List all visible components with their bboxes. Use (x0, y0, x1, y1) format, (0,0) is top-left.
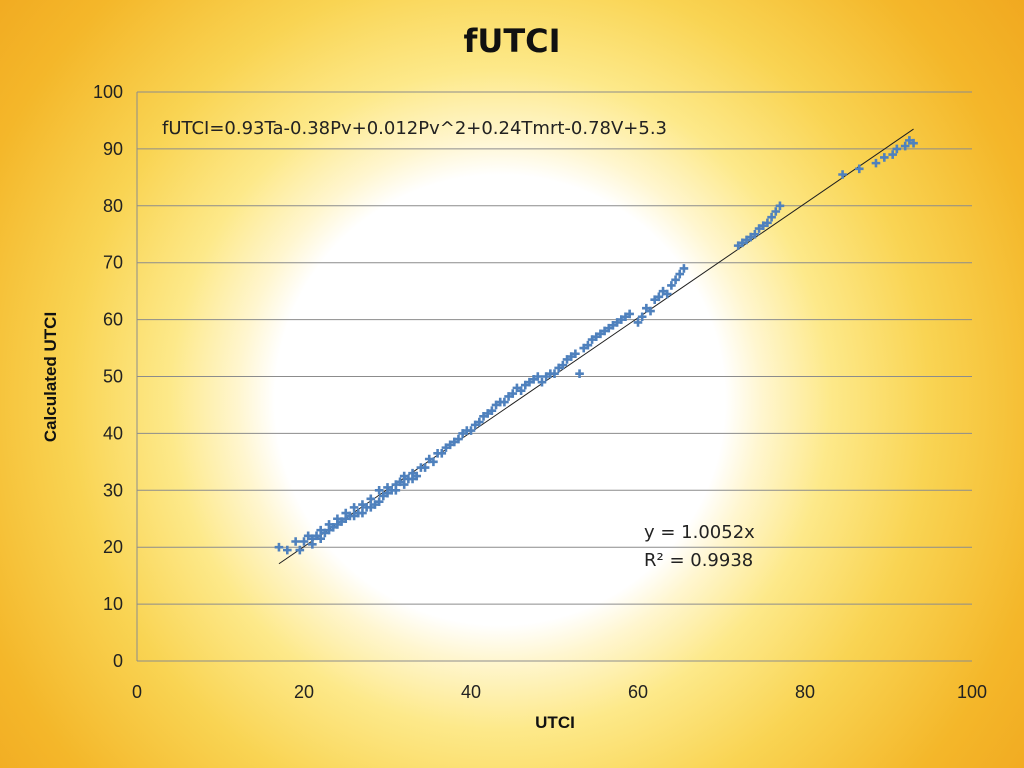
data-point (316, 534, 325, 543)
data-point (775, 201, 785, 211)
data-point (854, 164, 864, 174)
data-point (391, 486, 401, 495)
axes (136, 92, 972, 662)
formula-annotation: fUTCI=0.93Ta-0.38Pv+0.012Pv^2+0.24Tmrt-0… (162, 118, 667, 139)
data-point (575, 369, 584, 378)
data-point (633, 318, 643, 327)
y-tick-labels: 0 10 20 30 40 50 60 70 80 90 100 (93, 82, 123, 671)
data-point (750, 229, 760, 239)
data-point (537, 377, 547, 387)
data-point (637, 312, 647, 322)
y-tick-label: 40 (103, 423, 123, 443)
data-points (274, 136, 918, 555)
data-point (763, 218, 772, 228)
data-point (654, 292, 664, 302)
data-point (771, 207, 781, 216)
data-point (675, 269, 685, 279)
data-point (466, 426, 476, 435)
x-axis-label: UTCI (535, 713, 575, 732)
data-point (625, 309, 634, 319)
chart-title: fUTCI (463, 22, 560, 60)
data-point (838, 170, 847, 179)
data-point (349, 503, 359, 512)
data-point (671, 275, 680, 285)
x-tick-labels: 0 20 40 60 80 100 (132, 682, 987, 702)
data-point (516, 386, 526, 396)
y-tick-label: 100 (93, 82, 123, 102)
data-point (558, 360, 568, 370)
y-tick-label: 70 (103, 253, 123, 273)
data-point (374, 486, 384, 495)
data-point (583, 340, 593, 350)
data-point (295, 545, 305, 555)
data-point (399, 480, 409, 489)
data-point (871, 158, 881, 168)
data-point (274, 542, 284, 552)
x-tick-label: 80 (795, 682, 815, 702)
y-tick-label: 20 (103, 537, 123, 557)
data-point (420, 463, 430, 472)
data-point (454, 434, 463, 444)
data-point (374, 497, 384, 506)
x-tick-label: 20 (294, 682, 314, 702)
r-squared: R² = 0.9938 (644, 550, 753, 571)
data-point (437, 449, 447, 458)
data-point (888, 150, 897, 159)
x-tick-label: 40 (461, 682, 481, 702)
data-point (283, 545, 292, 555)
data-point (366, 494, 376, 504)
data-point (662, 289, 672, 299)
data-point (412, 471, 422, 481)
y-axis-label: Calculated UTCI (41, 312, 60, 442)
data-point (646, 306, 655, 316)
y-tick-label: 60 (103, 310, 123, 330)
data-point (475, 417, 484, 427)
x-tick-label: 100 (957, 682, 987, 702)
data-point (571, 349, 580, 359)
data-point (299, 537, 309, 546)
trendline (278, 128, 914, 565)
data-point (667, 281, 676, 290)
y-tick-label: 50 (103, 367, 123, 387)
x-tick-label: 60 (628, 682, 648, 702)
data-point (291, 537, 300, 546)
data-point (429, 457, 438, 467)
data-point (487, 406, 497, 415)
trendline-group (278, 128, 914, 565)
data-point (358, 508, 367, 518)
y-tick-label: 90 (103, 139, 123, 159)
data-point (880, 153, 889, 162)
data-point (550, 369, 559, 378)
data-point (500, 397, 509, 407)
y-tick-label: 0 (113, 651, 123, 671)
trend-equation: y = 1.0052x (644, 522, 755, 543)
x-tick-label: 0 (132, 682, 142, 702)
data-point (508, 389, 518, 398)
data-point (533, 372, 543, 381)
data-point (767, 212, 776, 222)
y-tick-label: 80 (103, 196, 123, 216)
data-point (909, 138, 918, 148)
y-tick-label: 30 (103, 480, 123, 500)
data-point (679, 264, 689, 273)
data-point (900, 141, 910, 151)
data-point (892, 144, 902, 154)
y-tick-label: 10 (103, 594, 123, 614)
grid-lines (137, 91, 972, 605)
